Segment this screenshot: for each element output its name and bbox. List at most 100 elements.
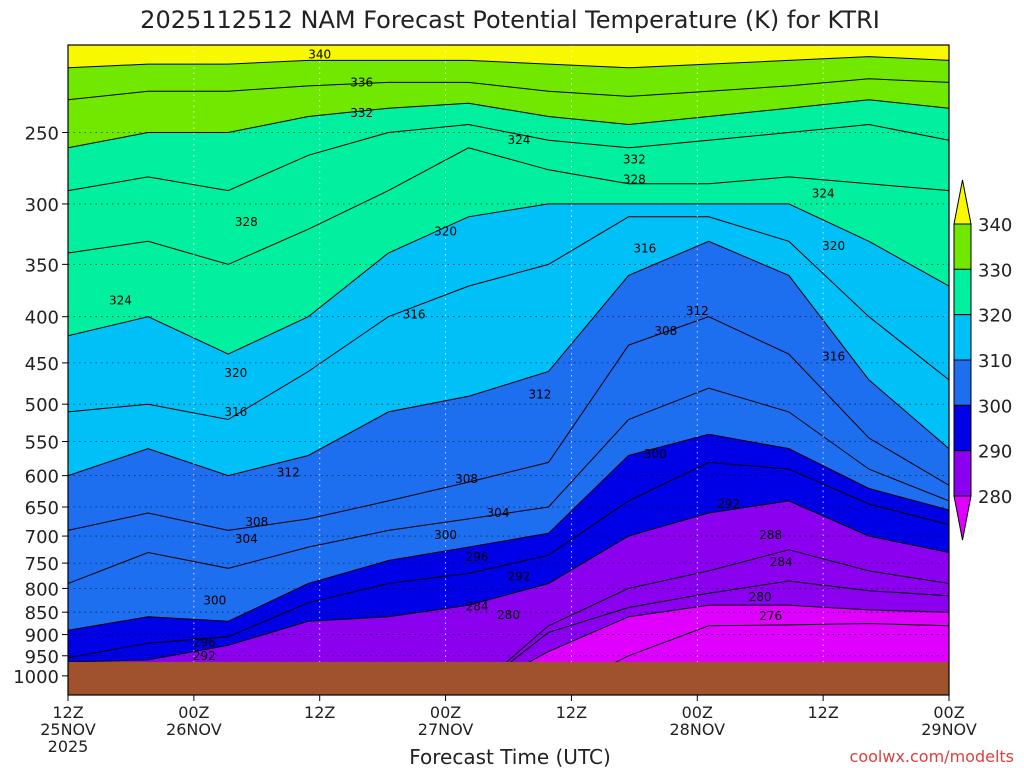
ground xyxy=(68,661,949,695)
x-tick-label: 28NOV xyxy=(669,720,725,739)
y-tick-label: 300 xyxy=(25,195,59,216)
contour-label: 276 xyxy=(759,609,782,623)
contour-label: 296 xyxy=(466,550,489,564)
contour-label: 320 xyxy=(434,225,457,239)
contour-label: 316 xyxy=(633,241,656,255)
contour-label: 316 xyxy=(403,308,426,322)
colorbar-tick-label: 310 xyxy=(978,351,1012,372)
x-tick-label: 00Z xyxy=(933,703,964,722)
contour-label: 328 xyxy=(623,173,646,187)
contour-label: 300 xyxy=(203,593,226,607)
colorbar-tick-label: 280 xyxy=(978,487,1012,508)
contour-label: 332 xyxy=(623,153,646,167)
contour-label: 340 xyxy=(308,48,331,62)
x-tick-label: 12Z xyxy=(52,703,83,722)
colorbar-tick-label: 320 xyxy=(978,306,1012,327)
contour-label: 288 xyxy=(759,528,782,542)
isentrope-276 xyxy=(68,622,949,695)
y-tick-label: 350 xyxy=(25,255,59,276)
plot-area xyxy=(68,45,949,695)
isentrope-340 xyxy=(68,56,949,69)
y-tick-label: 550 xyxy=(25,433,59,454)
colorbar-swatch-270 xyxy=(953,495,972,541)
chart-title: 2025112512 NAM Forecast Potential Temper… xyxy=(140,6,880,34)
y-tick-label: 800 xyxy=(25,579,59,600)
isentrope-316 xyxy=(68,216,949,421)
contour-label: 300 xyxy=(644,447,667,461)
contour-label: 316 xyxy=(822,350,845,364)
x-tick-label: 12Z xyxy=(304,703,335,722)
contour-label: 308 xyxy=(654,324,677,338)
y-tick-label: 750 xyxy=(25,554,59,575)
colorbar-swatch-310 xyxy=(953,314,972,361)
contour-label: 284 xyxy=(770,555,793,569)
isentrope-312 xyxy=(68,240,949,477)
colorbar-swatch-300 xyxy=(953,359,972,406)
contour-label: 296 xyxy=(193,635,216,649)
y-tick-label: 650 xyxy=(25,498,59,519)
contour-label: 292 xyxy=(717,497,740,511)
x-tick-label: 00Z xyxy=(178,703,209,722)
x-tick-label: 00Z xyxy=(682,703,713,722)
contour-label: 308 xyxy=(245,515,268,529)
contour-label: 336 xyxy=(350,75,373,89)
colorbar-swatch-290 xyxy=(953,404,972,452)
contour-label: 328 xyxy=(235,215,258,229)
contour-label: 320 xyxy=(224,366,247,380)
y-tick-label: 250 xyxy=(25,123,59,144)
y-tick-label: 1000 xyxy=(13,667,59,688)
contour-label: 324 xyxy=(109,294,132,308)
isentrope-304 xyxy=(68,387,949,584)
colorbar-swatch-320 xyxy=(953,268,972,316)
contour-label: 308 xyxy=(455,472,478,486)
x-tick-label: 25NOV xyxy=(40,720,96,739)
contour-label: 280 xyxy=(749,590,772,604)
y-tick-label: 900 xyxy=(25,626,59,647)
contour-label: 304 xyxy=(235,532,258,546)
colorbar-tick-label: 330 xyxy=(978,260,1012,281)
x-tick-label: 00Z xyxy=(430,703,461,722)
y-tick-label: 700 xyxy=(25,527,59,548)
contour-label: 292 xyxy=(508,569,531,583)
contour-label: 312 xyxy=(529,388,552,402)
contour-label: 332 xyxy=(350,106,373,120)
colorbar: 280 290 300 310 320 330 340 xyxy=(953,179,1012,541)
colorbar-swatch-330 xyxy=(953,223,972,270)
contour-label: 292 xyxy=(193,649,216,663)
contour-label: 324 xyxy=(508,133,531,147)
contour-label: 316 xyxy=(224,405,247,419)
isentrope-300 xyxy=(68,433,949,631)
colorbar-tick-label: 340 xyxy=(978,215,1012,236)
isentrope-296 xyxy=(68,461,949,659)
colorbar-tick-label: 300 xyxy=(978,396,1012,417)
contour-label: 324 xyxy=(812,186,835,200)
credit-text: coolwx.com/modelts xyxy=(850,747,1014,766)
x-tick-label: 29NOV xyxy=(921,720,977,739)
isentrope-324 xyxy=(68,147,949,265)
y-tick-label: 600 xyxy=(25,467,59,488)
isentrope-308 xyxy=(68,316,949,531)
colorbar-swatch-280 xyxy=(953,450,972,497)
contour-label: 320 xyxy=(822,239,845,253)
contour-label: 304 xyxy=(487,506,510,520)
y-tick-label: 850 xyxy=(25,603,59,624)
colorbar-tick-label: 290 xyxy=(978,442,1012,463)
x-axis-label: Forecast Time (UTC) xyxy=(409,745,611,768)
x-tick-label: 12Z xyxy=(556,703,587,722)
y-tick-label: 400 xyxy=(25,308,59,329)
contour-label: 300 xyxy=(434,528,457,542)
contour-label: 280 xyxy=(497,608,520,622)
x-tick-label: 26NOV xyxy=(166,720,222,739)
contour-label: 284 xyxy=(466,600,489,614)
contour-labels: 340 336 332 332 328 324 324 328 324 320 316 320 316 3… xyxy=(109,48,845,663)
isentrope-288 xyxy=(68,549,949,695)
plot-frame xyxy=(67,44,950,696)
y-tick-label: 500 xyxy=(25,395,59,416)
grid xyxy=(68,45,949,662)
isentrope-336 xyxy=(68,78,949,101)
y-tick-label: 450 xyxy=(25,354,59,375)
fill-band-340 xyxy=(68,45,949,68)
contour-label: 312 xyxy=(277,465,300,479)
